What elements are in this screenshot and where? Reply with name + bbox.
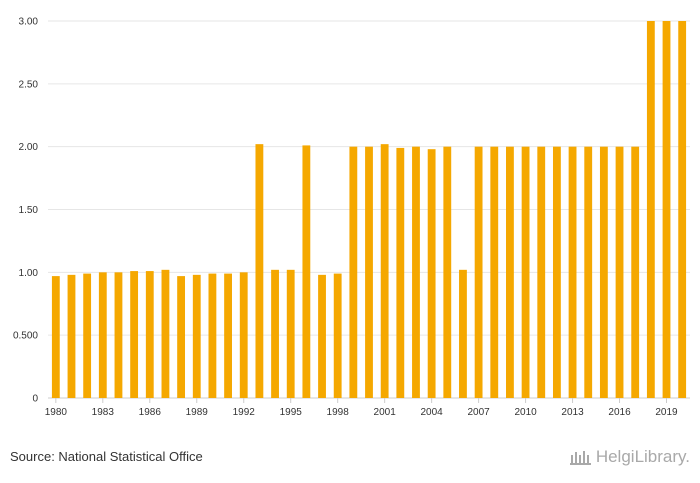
bar-1990	[208, 273, 217, 398]
bar-1984	[114, 272, 123, 398]
source-note: Source: National Statistical Office	[10, 449, 203, 464]
y-tick-label: 1.50	[19, 205, 39, 216]
bar-2006	[459, 269, 467, 398]
bar-1987	[161, 269, 170, 398]
x-tick-label: 1989	[186, 407, 209, 418]
bar-1981	[67, 274, 76, 398]
y-tick-label: 3.00	[19, 17, 39, 28]
helgi-library-logo[interactable]: HelgiLibrary.	[569, 447, 690, 467]
y-tick-label: 1.00	[19, 268, 39, 279]
bar-1986	[145, 271, 154, 398]
bar-1992	[239, 272, 248, 398]
bar-2013	[568, 146, 577, 398]
bar-1999	[349, 146, 358, 398]
x-tick-label: 1995	[280, 407, 303, 418]
bar-2010	[521, 146, 530, 398]
bar-1998	[333, 273, 342, 398]
x-tick-label: 2010	[514, 407, 537, 418]
bar-2002	[396, 147, 405, 398]
bar-1980	[51, 276, 60, 398]
bar-1985	[130, 271, 139, 398]
x-tick-label: 1986	[139, 407, 162, 418]
bar-2016	[615, 146, 624, 398]
bar-1982	[83, 273, 92, 398]
library-building-icon	[569, 451, 591, 465]
bar-2020	[678, 21, 687, 398]
bar-2017	[631, 146, 640, 398]
bar-1997	[318, 274, 326, 398]
bar-2000	[365, 146, 373, 398]
bar-1996	[302, 145, 311, 398]
x-tick-label: 1980	[45, 407, 68, 418]
x-tick-label: 1998	[327, 407, 350, 418]
brand-name: HelgiLibrary.	[595, 447, 690, 466]
y-axis: 0 0.500 1.00 1.50 2.00 2.50 3.00	[13, 17, 38, 405]
bar-2007	[474, 146, 483, 398]
y-tick-label: 2.50	[19, 79, 39, 90]
bar-2008	[490, 146, 499, 398]
bar-2001	[380, 144, 389, 398]
bar-2014	[584, 146, 593, 398]
bar-2015	[599, 146, 608, 398]
x-tick-label: 1992	[233, 407, 256, 418]
x-axis: 1980 1983 1986 1989 1992 1995 1998 2001 2004 2007…	[45, 398, 678, 418]
bar-1995	[286, 269, 295, 398]
bar-1993	[255, 144, 264, 398]
y-tick-label: 0.500	[13, 331, 38, 342]
bar-2012	[552, 146, 561, 398]
bar-2005	[443, 146, 452, 398]
x-tick-label: 2013	[561, 407, 584, 418]
bar-2011	[537, 146, 546, 398]
y-tick-label: 0	[32, 394, 38, 405]
bar-1991	[224, 273, 232, 398]
bar-2009	[506, 146, 514, 398]
bar-1983	[98, 272, 107, 398]
bar-1989	[192, 274, 201, 398]
x-tick-label: 2001	[374, 407, 397, 418]
x-tick-label: 2016	[608, 407, 631, 418]
bar-2004	[427, 149, 436, 398]
bar-2003	[412, 146, 420, 398]
x-tick-label: 2007	[467, 407, 490, 418]
x-tick-label: 2019	[655, 407, 678, 418]
y-tick-label: 2.00	[19, 142, 39, 153]
bar-2019	[662, 21, 671, 398]
bar-2018	[646, 21, 655, 398]
x-tick-label: 1983	[92, 407, 115, 418]
x-tick-label: 2004	[421, 407, 444, 418]
bars	[51, 21, 687, 398]
bar-1988	[177, 276, 186, 398]
bar-1994	[271, 269, 279, 398]
